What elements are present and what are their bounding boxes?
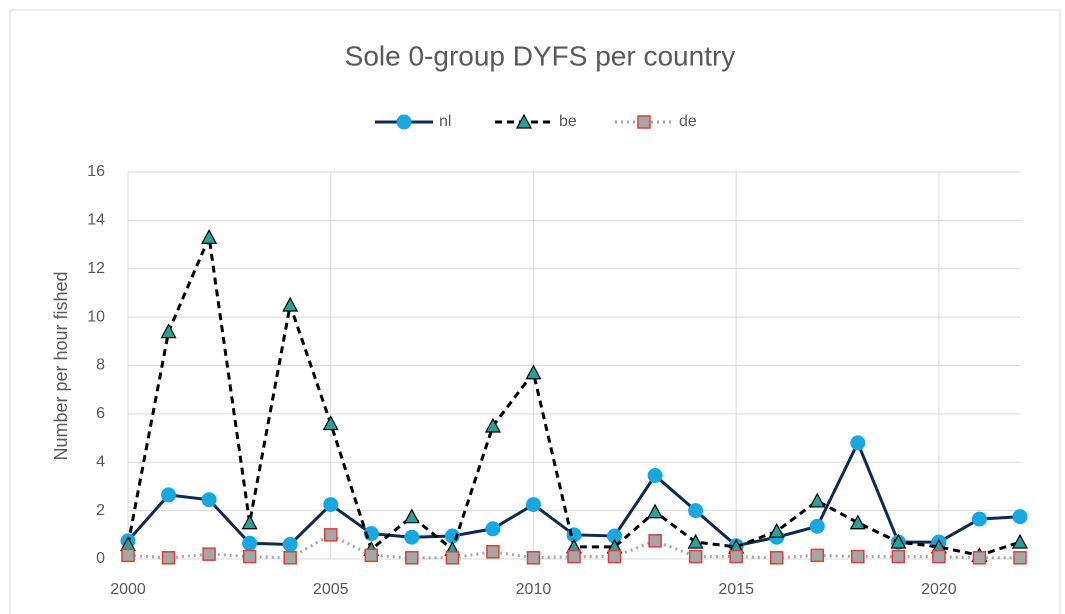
y-tick-label: 10 xyxy=(87,308,105,325)
legend-marker xyxy=(637,115,651,129)
marker xyxy=(403,508,420,524)
marker xyxy=(283,551,297,565)
marker xyxy=(404,529,420,545)
marker xyxy=(1013,551,1027,565)
x-tick-label: 2015 xyxy=(718,581,754,598)
marker xyxy=(485,521,501,537)
marker xyxy=(323,528,338,542)
marker xyxy=(851,549,865,564)
marker xyxy=(567,549,581,564)
y-tick-label: 14 xyxy=(87,212,105,229)
marker xyxy=(891,549,906,564)
legend-label: de xyxy=(679,113,697,130)
y-tick-label: 12 xyxy=(87,260,105,277)
marker xyxy=(161,487,177,503)
marker xyxy=(648,534,662,548)
y-tick-label: 6 xyxy=(96,405,105,422)
marker xyxy=(932,549,946,564)
marker xyxy=(687,533,704,549)
y-tick-label: 0 xyxy=(96,550,105,567)
marker xyxy=(768,522,785,538)
marker xyxy=(1011,533,1029,549)
marker xyxy=(647,503,664,519)
marker xyxy=(242,549,257,564)
marker xyxy=(688,503,704,519)
y-tick-label: 8 xyxy=(96,357,105,374)
marker xyxy=(445,551,460,565)
marker xyxy=(769,551,784,565)
marker xyxy=(607,549,622,564)
marker xyxy=(972,551,987,565)
y-tick-label: 16 xyxy=(87,163,105,180)
marker xyxy=(121,548,135,563)
x-tick-label: 2005 xyxy=(313,581,349,598)
marker xyxy=(405,551,419,565)
x-tick-label: 2000 xyxy=(110,581,146,598)
marker xyxy=(201,229,218,244)
marker xyxy=(201,492,217,508)
x-tick-label: 2010 xyxy=(516,581,552,598)
x-tick-label: 2020 xyxy=(921,581,957,598)
marker xyxy=(849,514,866,530)
marker xyxy=(525,497,541,513)
legend-label: be xyxy=(559,113,577,130)
marker xyxy=(282,296,299,312)
legend-marker xyxy=(515,113,533,129)
marker xyxy=(484,417,501,433)
marker xyxy=(160,323,177,339)
legend-marker xyxy=(396,114,412,130)
marker xyxy=(282,536,298,552)
marker xyxy=(526,551,541,565)
marker xyxy=(323,497,339,513)
marker xyxy=(1012,509,1028,525)
y-tick-label: 2 xyxy=(96,502,105,519)
marker xyxy=(322,415,339,431)
marker xyxy=(890,533,907,549)
marker xyxy=(971,511,987,527)
marker xyxy=(850,435,866,451)
y-axis-label: Number per hour fished xyxy=(51,271,71,460)
marker xyxy=(809,518,825,534)
marker xyxy=(647,468,663,484)
marker xyxy=(809,492,826,508)
marker xyxy=(241,514,258,530)
chart-frame xyxy=(9,9,1061,614)
legend-label: nl xyxy=(439,113,451,130)
marker xyxy=(364,548,379,563)
marker xyxy=(486,544,500,559)
marker xyxy=(810,548,825,563)
y-tick-label: 4 xyxy=(96,453,105,470)
marker xyxy=(729,549,743,564)
marker xyxy=(161,551,176,565)
marker xyxy=(688,549,703,564)
marker xyxy=(525,364,542,380)
marker xyxy=(202,547,216,561)
marker xyxy=(242,535,258,551)
chart-title: Sole 0-group DYFS per country xyxy=(345,40,736,71)
